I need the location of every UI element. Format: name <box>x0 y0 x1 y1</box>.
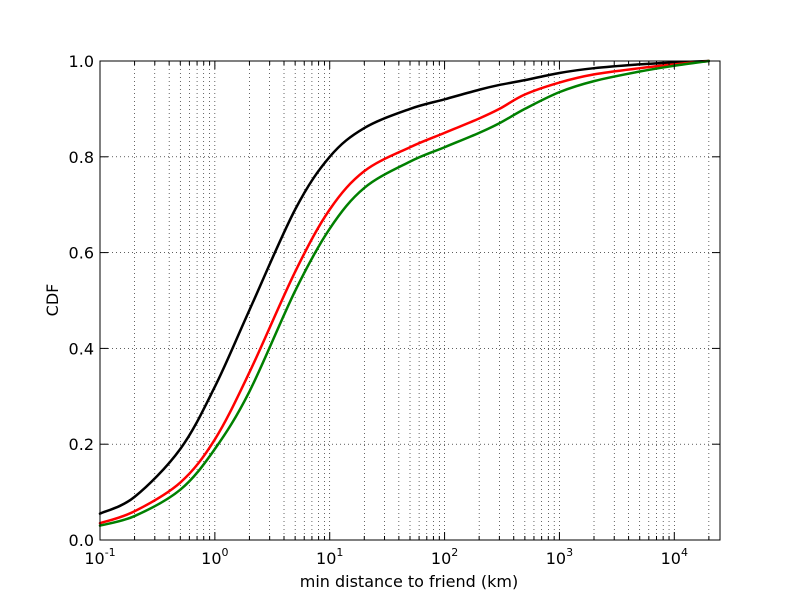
series-line-3 <box>98 59 711 527</box>
y-tick-label: 1.0 <box>69 52 94 71</box>
y-tick-label: 0.4 <box>69 339 94 358</box>
x-tick-label: 100 <box>201 546 228 568</box>
x-tick-label: 102 <box>431 546 458 568</box>
y-tick-label: 0.8 <box>69 148 94 167</box>
series-lines <box>98 59 711 527</box>
tick-marks <box>99 60 720 541</box>
y-tick-label: 0.0 <box>69 531 94 550</box>
y-axis-label: CDF <box>43 284 62 317</box>
y-tick-label: 0.6 <box>69 244 94 263</box>
x-axis-label: min distance to friend (km) <box>300 572 519 591</box>
x-tick-label: 10-1 <box>84 546 115 568</box>
series-line-2 <box>98 59 711 525</box>
y-tick-labels: 0.0 0.2 0.4 0.6 0.8 1.0 <box>69 52 94 550</box>
series-line-1 <box>98 59 711 515</box>
x-tick-label: 101 <box>316 546 343 568</box>
x-tick-labels: 10-1 100 101 102 103 104 <box>84 546 688 568</box>
x-tick-label: 103 <box>546 546 573 568</box>
x-tick-label: 104 <box>661 546 688 568</box>
y-tick-label: 0.2 <box>69 435 94 454</box>
plot-frame <box>99 60 721 541</box>
